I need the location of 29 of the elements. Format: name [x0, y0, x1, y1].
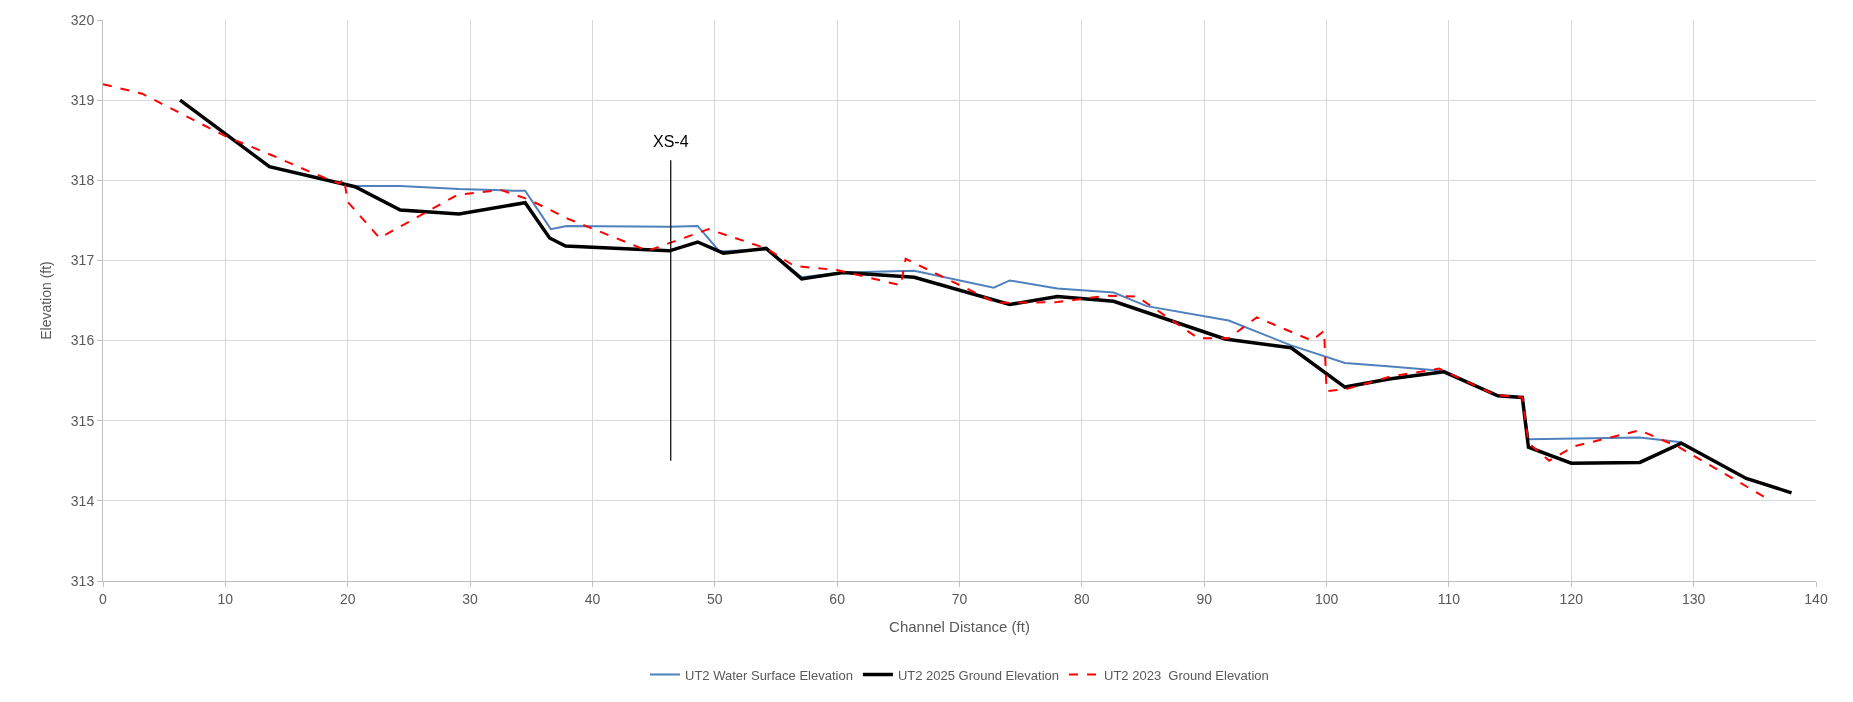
- x-tick-label: 110: [1437, 590, 1461, 607]
- y-tick-label: 313: [70, 572, 95, 589]
- x-tick-label: 10: [217, 590, 234, 607]
- x-tick-label: 60: [829, 590, 846, 607]
- x-tick-label: 130: [1681, 590, 1706, 607]
- x-tick-label: 40: [584, 590, 601, 607]
- legend-label: UT2 2025 Ground Elevation: [897, 667, 1060, 683]
- y-tick-label: 316: [70, 332, 95, 349]
- x-tick-label: 80: [1074, 590, 1090, 607]
- x-tick-label: 30: [462, 590, 479, 607]
- y-tick-label: 319: [70, 92, 95, 109]
- x-tick-label: 20: [339, 590, 356, 607]
- legend-label: UT2 2023 Ground Elevation: [1104, 667, 1269, 683]
- x-tick-label: 120: [1559, 590, 1584, 607]
- y-axis-title: Elevation (ft): [38, 261, 55, 340]
- y-tick-label: 320: [70, 11, 95, 28]
- x-tick-label: 50: [707, 590, 723, 607]
- x-tick-label: 140: [1804, 590, 1828, 607]
- x-tick-label: 90: [1196, 590, 1213, 607]
- x-axis-title: Channel Distance (ft): [889, 617, 1030, 635]
- x-tick-label: 100: [1314, 590, 1339, 607]
- y-tick-label: 315: [70, 412, 95, 429]
- y-tick-label: 318: [70, 172, 95, 189]
- x-tick-label: 70: [951, 590, 968, 607]
- annotation: XS-4: [653, 133, 689, 150]
- legend-label: UT2 Water Surface Elevation: [685, 667, 853, 683]
- x-tick-label: 0: [99, 590, 108, 607]
- y-tick-label: 314: [70, 492, 95, 509]
- y-tick-label: 317: [70, 252, 95, 269]
